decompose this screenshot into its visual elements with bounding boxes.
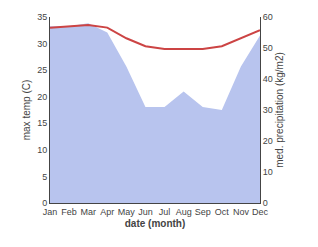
svg-text:max temp (C): max temp (C) <box>21 80 32 141</box>
svg-text:50: 50 <box>263 43 273 53</box>
svg-text:10: 10 <box>263 167 273 177</box>
svg-text:40: 40 <box>263 74 273 84</box>
svg-text:35: 35 <box>37 12 47 22</box>
svg-text:30: 30 <box>263 105 273 115</box>
svg-text:Sep: Sep <box>195 207 211 217</box>
svg-text:Jul: Jul <box>159 207 171 217</box>
svg-text:Dec: Dec <box>252 207 269 217</box>
svg-text:Jan: Jan <box>43 207 58 217</box>
svg-text:Feb: Feb <box>61 207 77 217</box>
svg-text:med. precipitation (kg/m2): med. precipitation (kg/m2) <box>274 52 285 168</box>
svg-text:Aug: Aug <box>176 207 192 217</box>
svg-text:Oct: Oct <box>215 207 230 217</box>
svg-text:30: 30 <box>37 39 47 49</box>
svg-text:0: 0 <box>263 198 268 208</box>
svg-text:Apr: Apr <box>100 207 114 217</box>
svg-text:60: 60 <box>263 12 273 22</box>
svg-text:20: 20 <box>37 92 47 102</box>
svg-text:5: 5 <box>42 172 47 182</box>
svg-text:15: 15 <box>37 118 47 128</box>
svg-text:0: 0 <box>42 198 47 208</box>
svg-text:date (month): date (month) <box>125 218 186 229</box>
svg-text:May: May <box>118 207 136 217</box>
svg-text:Jun: Jun <box>138 207 153 217</box>
svg-text:20: 20 <box>263 136 273 146</box>
svg-text:Mar: Mar <box>80 207 96 217</box>
svg-text:Nov: Nov <box>233 207 250 217</box>
svg-text:25: 25 <box>37 65 47 75</box>
svg-text:10: 10 <box>37 145 47 155</box>
